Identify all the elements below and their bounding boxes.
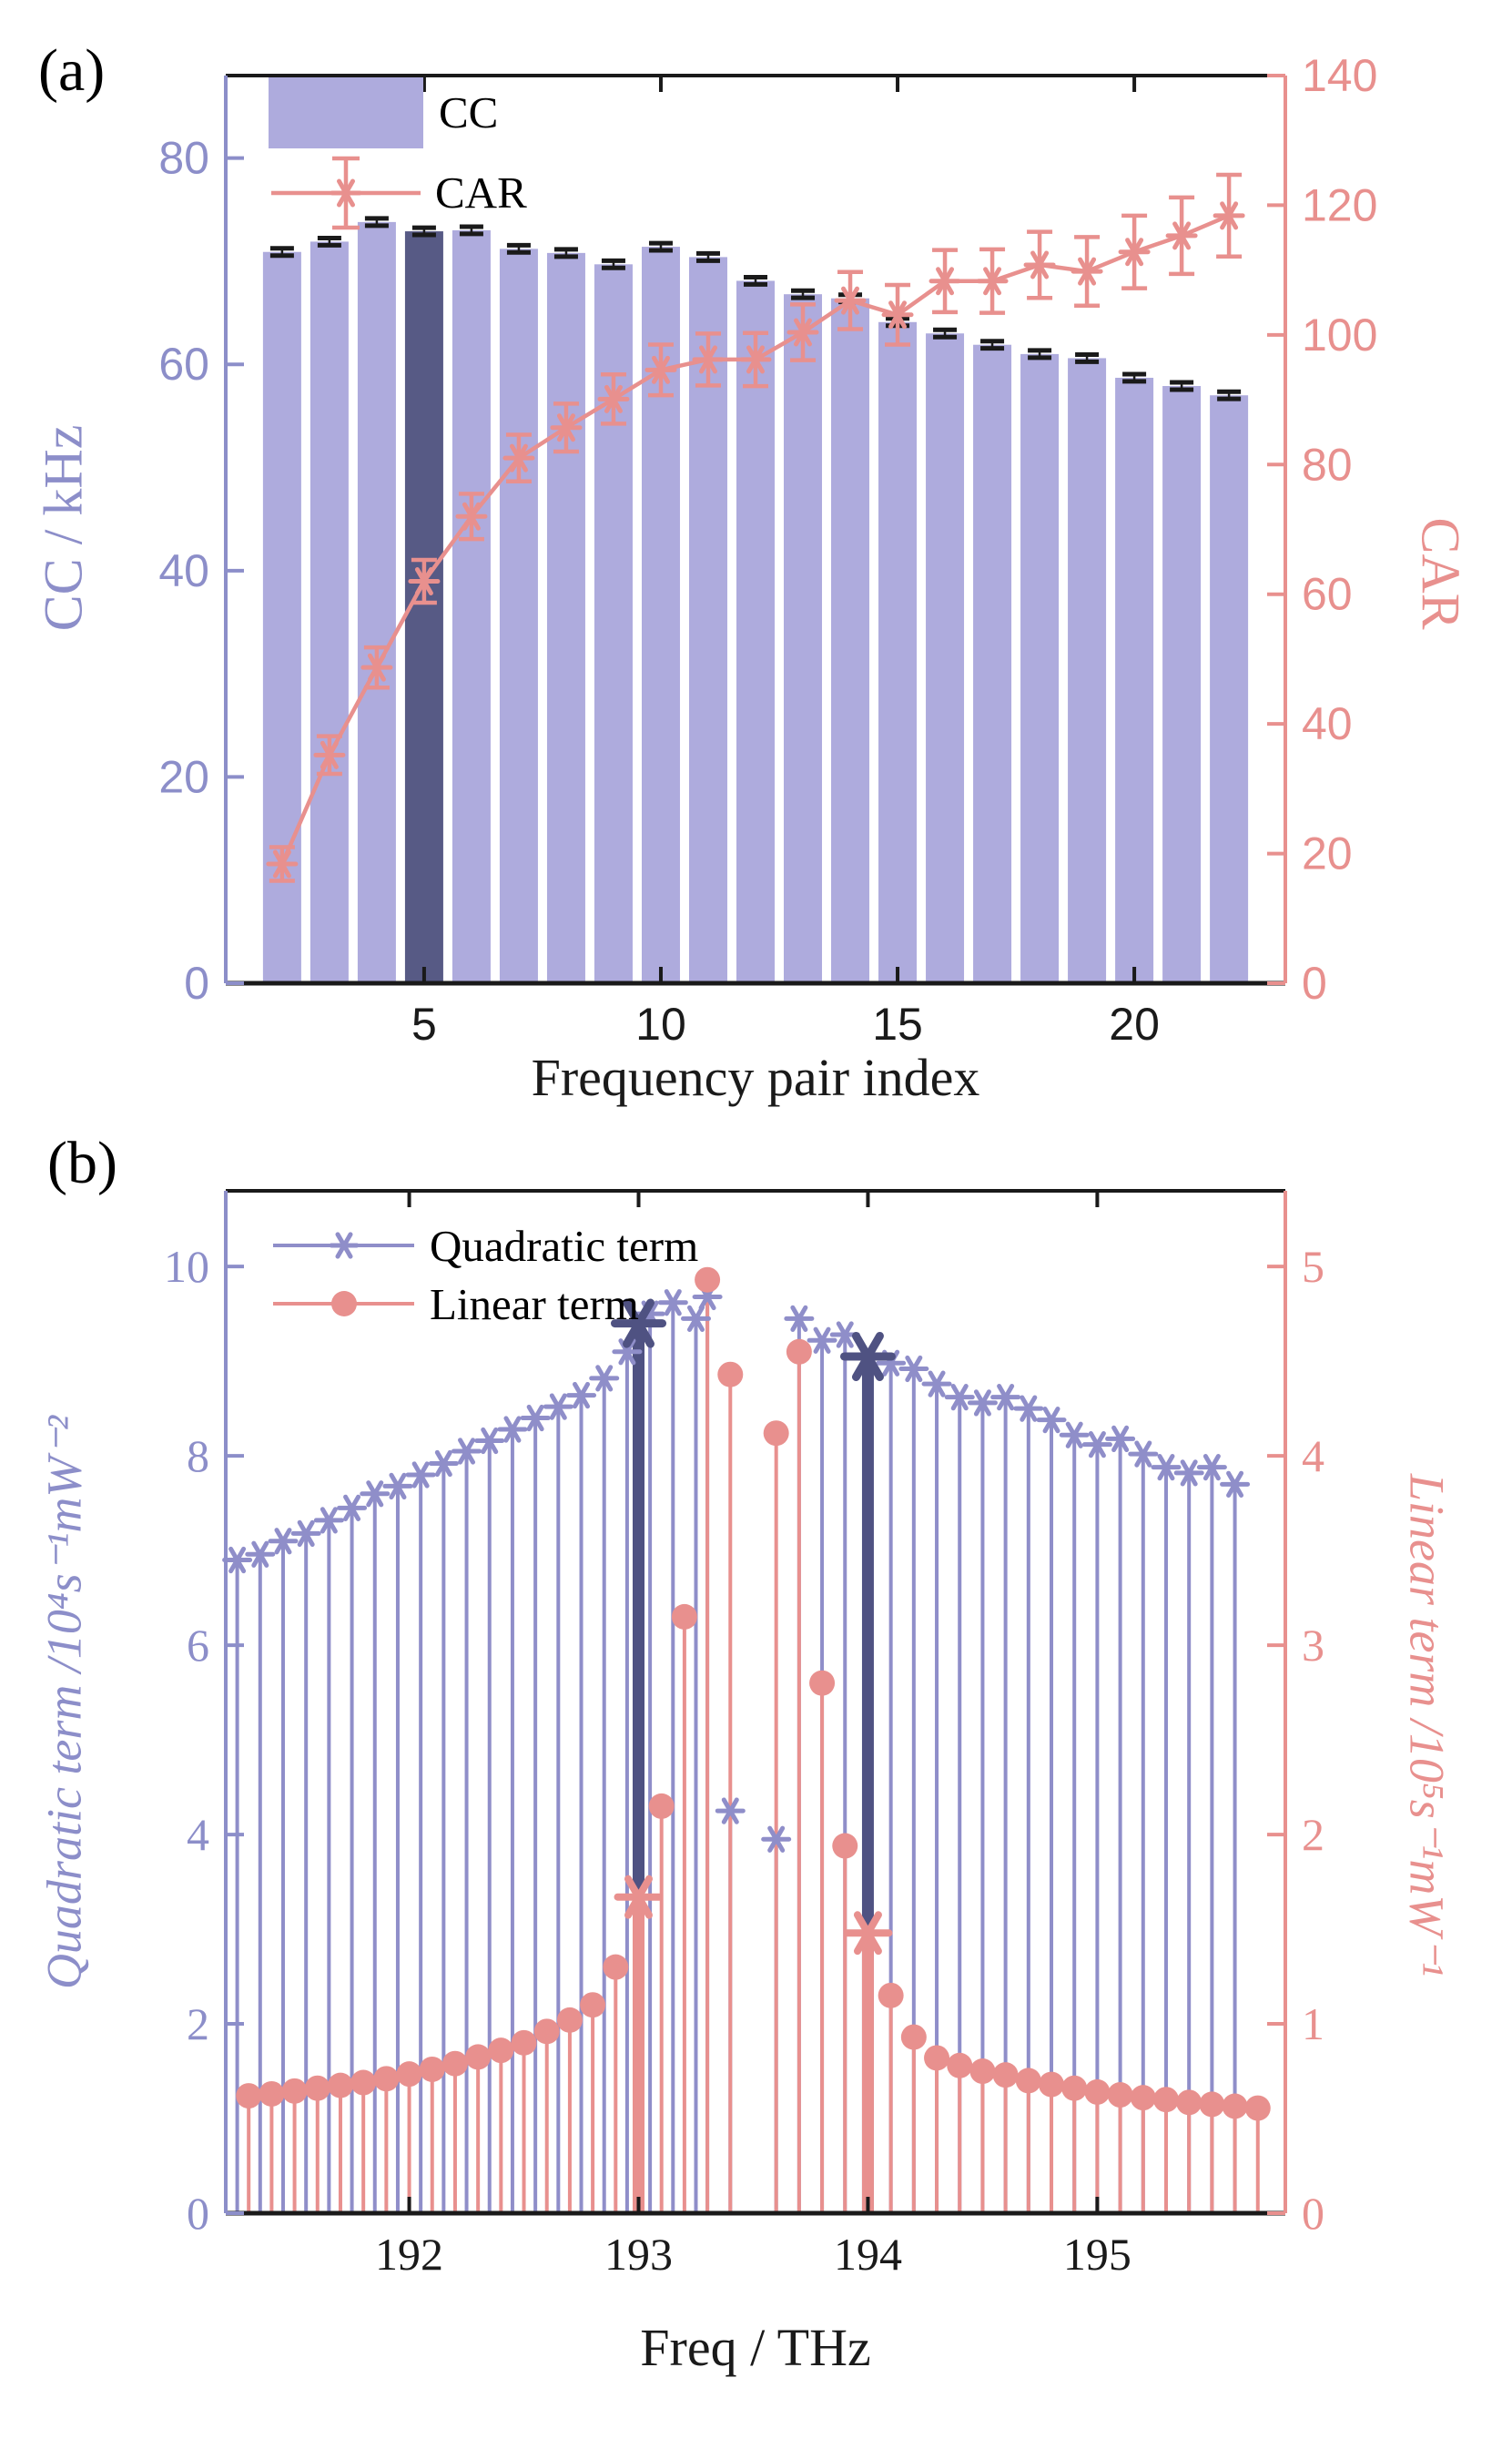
svg-text:3: 3 [1302,1620,1324,1671]
svg-text:40: 40 [158,545,209,596]
svg-text:6: 6 [187,1620,209,1671]
svg-text:194: 194 [834,2229,902,2280]
quadratic-highlight-markers [611,1298,896,1381]
svg-text:60: 60 [158,339,209,390]
svg-text:0: 0 [184,958,209,1009]
svg-text:4: 4 [1302,1430,1324,1481]
cc-bar [1210,395,1249,983]
svg-text:195: 195 [1063,2229,1131,2280]
cc-bars [262,221,1249,984]
svg-text:2: 2 [1302,1809,1324,1860]
panel-a-legend-car-label: CAR [435,168,527,218]
panel-a-legend [269,77,423,230]
panel-b-xaxis-label: Freq / THz [640,2318,871,2377]
panel-b-axes: 192 193 194 195 0 2 4 6 8 10 0 1 2 3 4 5 [164,1189,1324,2280]
linear-markers [236,1266,1271,2121]
svg-text:0: 0 [187,2188,209,2239]
svg-text:10: 10 [635,999,686,1050]
cc-bar [594,264,633,983]
linear-stems [247,1279,1260,2213]
svg-text:80: 80 [158,133,209,184]
cc-bar [784,294,823,983]
svg-text:10: 10 [164,1241,209,1292]
panel-b-legend-linear-label: Linear term [430,1279,639,1329]
svg-text:193: 193 [604,2229,673,2280]
cc-bar [1068,358,1107,983]
legend-cc-swatch [269,77,423,148]
cc-bar [357,221,396,984]
svg-text:2: 2 [187,1998,209,2049]
cc-bar [973,344,1012,983]
cc-bar [736,280,775,983]
linear-highlight-stems [633,1896,874,2213]
panel-a-axes: 5 10 15 20 0 20 40 60 80 0 20 40 60 80 100 120 140 [158,50,1377,1050]
svg-text:4: 4 [187,1809,209,1860]
car-line [266,172,1245,883]
svg-text:192: 192 [375,2229,443,2280]
svg-text:1: 1 [1302,1998,1324,2049]
panel-b-legend-quadratic-label: Quadratic term [430,1221,699,1271]
cc-error-bars [269,216,1242,401]
svg-text:60: 60 [1302,569,1353,620]
cc-bar [310,241,349,984]
panel-b-yaxis-left-label: Quadratic term /10⁴s⁻¹mW⁻² [36,1415,92,1990]
panel-b-yaxis-right-label: Linear term /10⁵s⁻¹mW⁻¹ [1399,1473,1455,1977]
svg-text:8: 8 [187,1430,209,1481]
linear-highlight-markers [614,1875,893,1956]
quadratic-markers [222,1283,1251,1853]
cc-bar [452,229,491,983]
panel-a-legend-cc-label: CC [439,87,499,137]
cc-bar [1115,377,1154,983]
svg-text:100: 100 [1302,310,1377,361]
svg-text:40: 40 [1302,698,1353,749]
svg-text:140: 140 [1302,50,1377,101]
svg-text:0: 0 [1302,2188,1324,2239]
cc-bar [831,298,870,984]
panel-b-legend [273,1232,414,1316]
cc-bar [499,249,538,983]
cc-bar [878,321,918,983]
svg-text:15: 15 [872,999,923,1050]
panel-a-xaxis-label: Frequency pair index [531,1048,980,1107]
cc-bar [1162,386,1202,984]
svg-text:0: 0 [1302,958,1327,1009]
svg-text:20: 20 [1109,999,1160,1050]
cc-bar [926,333,965,983]
panel-a-yaxis-right-label: CAR [1410,517,1471,630]
panel-a-yaxis-left-label: CC / kHz [33,424,94,632]
svg-text:80: 80 [1302,439,1353,490]
svg-text:20: 20 [1302,828,1353,879]
svg-text:5: 5 [1302,1241,1324,1292]
svg-text:20: 20 [158,751,209,802]
panel-b-tag: (b) [47,1130,117,1196]
svg-text:120: 120 [1302,179,1377,230]
svg-text:5: 5 [411,999,437,1050]
cc-bar [1020,353,1060,984]
panel-a-tag: (a) [38,37,106,104]
cc-bar [546,252,585,984]
